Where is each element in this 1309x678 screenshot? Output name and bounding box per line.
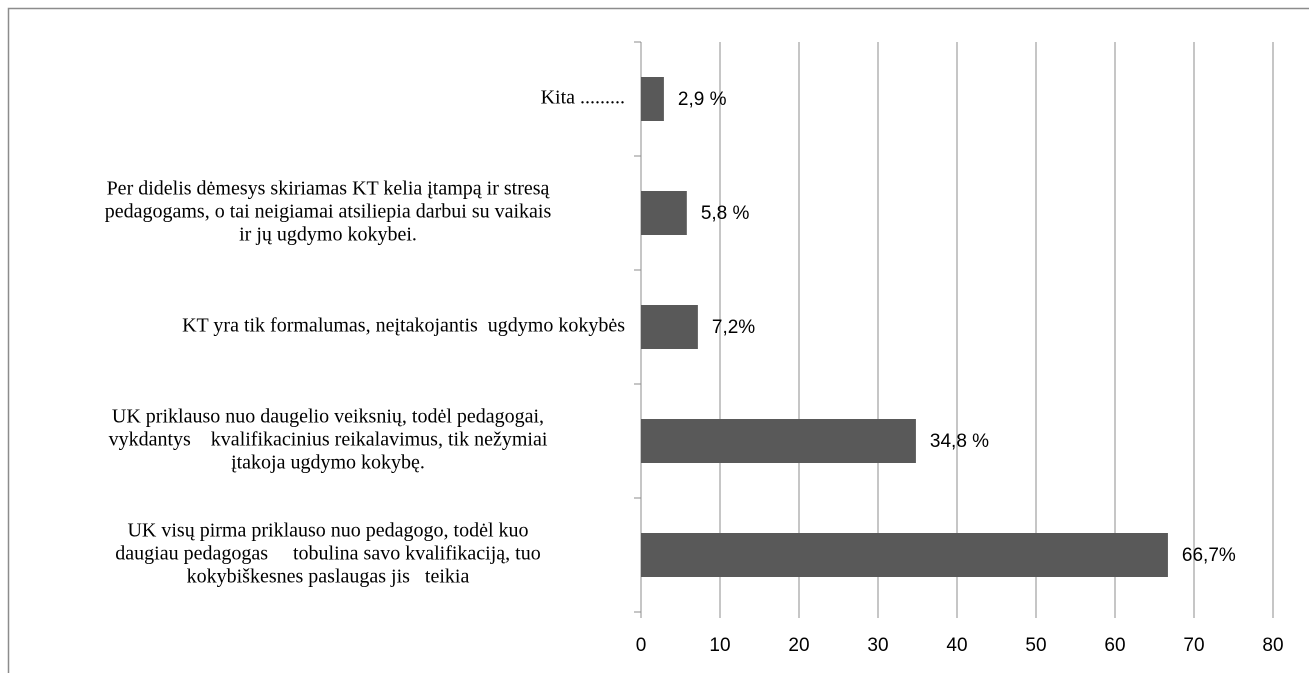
value-label: 66,7% <box>1182 545 1236 566</box>
x-tick-label: 40 <box>946 635 967 656</box>
category-label: UK visų pirma priklauso nuo pedagogo, to… <box>127 520 528 542</box>
value-label: 5,8 % <box>701 203 750 224</box>
bar <box>641 533 1168 577</box>
x-tick-label: 50 <box>1025 635 1046 656</box>
x-tick-label: 60 <box>1104 635 1125 656</box>
x-tick-label: 30 <box>867 635 888 656</box>
x-tick-label: 0 <box>636 635 647 656</box>
category-label: KT yra tik formalumas, neįtakojantis ugd… <box>182 315 625 337</box>
x-tick-label: 70 <box>1183 635 1204 656</box>
category-label: vykdantys kvalifikacinius reikalavimus, … <box>109 429 548 451</box>
category-label: daugiau pedagogas tobulina savo kvalifik… <box>115 543 540 565</box>
bar <box>641 77 664 121</box>
category-label: pedagogams, o tai neigiamai atsiliepia d… <box>105 201 552 223</box>
category-label: įtakoja ugdymo kokybę. <box>231 452 425 474</box>
category-label: ir jų ugdymo kokybei. <box>239 224 417 246</box>
category-label: Kita ......... <box>541 87 625 109</box>
category-label: Per didelis dėmesys skiriamas KT kelia į… <box>107 178 551 200</box>
bar <box>641 419 916 463</box>
x-tick-label: 20 <box>788 635 809 656</box>
bar <box>641 305 698 349</box>
x-tick-label: 80 <box>1262 635 1283 656</box>
value-label: 34,8 % <box>930 431 989 452</box>
bar <box>641 191 687 235</box>
x-tick-label: 10 <box>709 635 730 656</box>
value-label: 7,2% <box>712 317 755 338</box>
category-label: kokybiškesnes paslaugas jis teikia <box>187 566 470 588</box>
category-label: UK priklauso nuo daugelio veiksnių, todė… <box>112 406 544 428</box>
value-label: 2,9 % <box>678 89 727 110</box>
